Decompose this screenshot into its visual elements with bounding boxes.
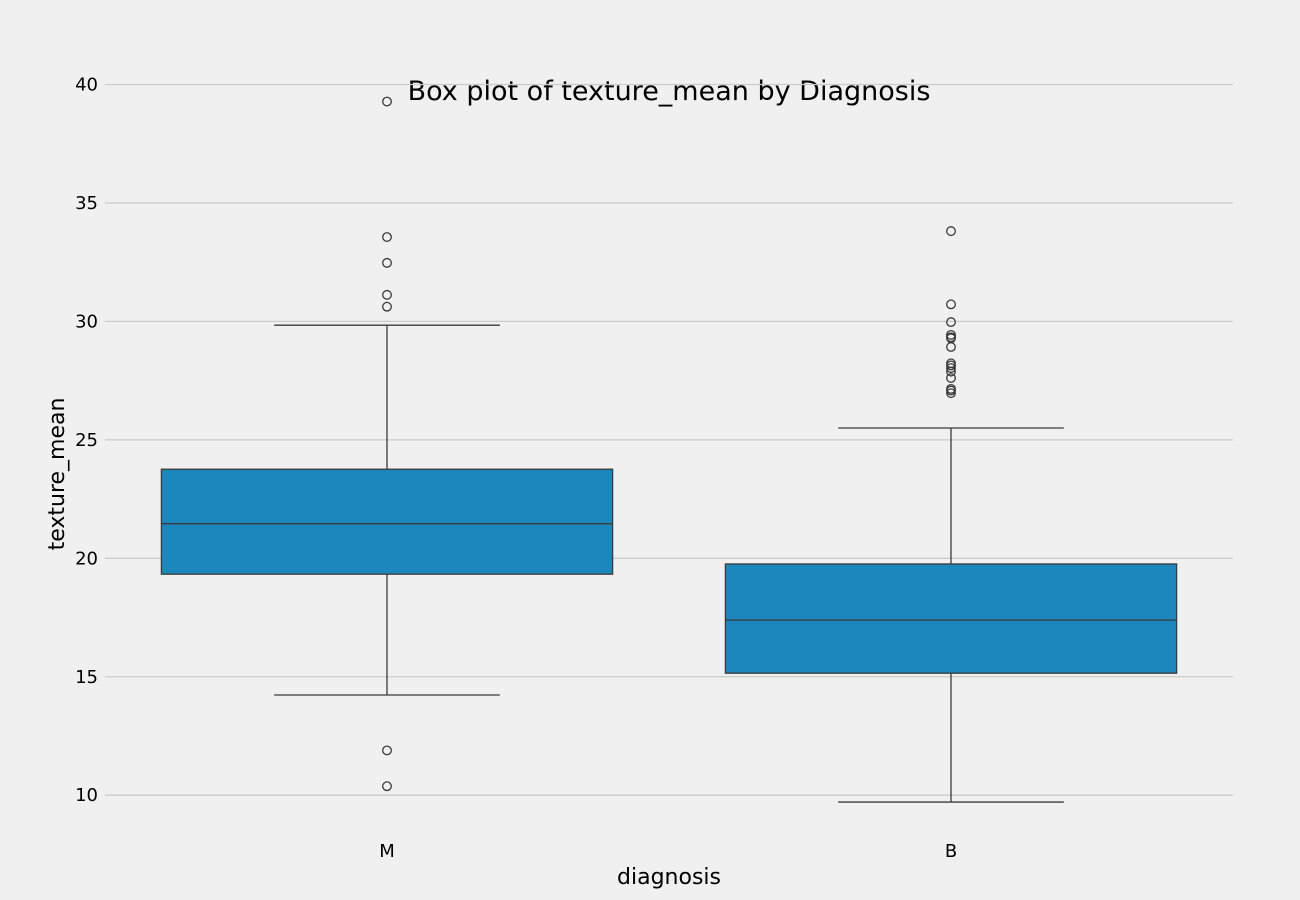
outlier-point	[382, 781, 392, 792]
outlier-point	[946, 360, 956, 371]
outlier-point	[382, 745, 392, 756]
y-axis-ticks: 10 15 20 25 30 35 40	[75, 74, 98, 806]
box-M	[160, 96, 614, 792]
box-B	[724, 226, 1178, 803]
outlier-point	[946, 299, 956, 310]
y-axis-label: texture_mean	[45, 398, 70, 551]
outlier-point	[946, 342, 956, 352]
y-tick-label: 10	[75, 785, 98, 806]
iqr-box	[724, 563, 1178, 674]
y-tick-label: 35	[75, 193, 98, 214]
boxes	[160, 96, 1178, 803]
outlier-point	[946, 226, 956, 237]
y-tick-label: 15	[75, 667, 98, 688]
outlier-point	[382, 232, 392, 243]
outlier-point	[946, 373, 956, 383]
outlier-point	[946, 366, 956, 377]
x-tick-label: B	[945, 841, 957, 862]
outlier-point	[946, 363, 956, 374]
grid-lines	[105, 83, 1233, 796]
outlier-point	[382, 257, 392, 268]
iqr-box	[160, 468, 614, 575]
y-tick-label: 30	[75, 311, 98, 332]
outlier-point	[946, 317, 956, 328]
outlier-point	[382, 301, 392, 312]
y-tick-label: 40	[75, 74, 98, 95]
chart-title: Box plot of texture_mean by Diagnosis	[408, 76, 931, 107]
outlier-point	[382, 96, 392, 107]
x-axis-label: diagnosis	[617, 865, 721, 890]
outlier-point	[946, 385, 956, 396]
outlier-point	[946, 388, 956, 399]
x-tick-label: M	[379, 841, 395, 862]
outlier-point	[382, 289, 392, 300]
y-tick-label: 20	[75, 548, 98, 569]
y-tick-label: 25	[75, 430, 98, 451]
